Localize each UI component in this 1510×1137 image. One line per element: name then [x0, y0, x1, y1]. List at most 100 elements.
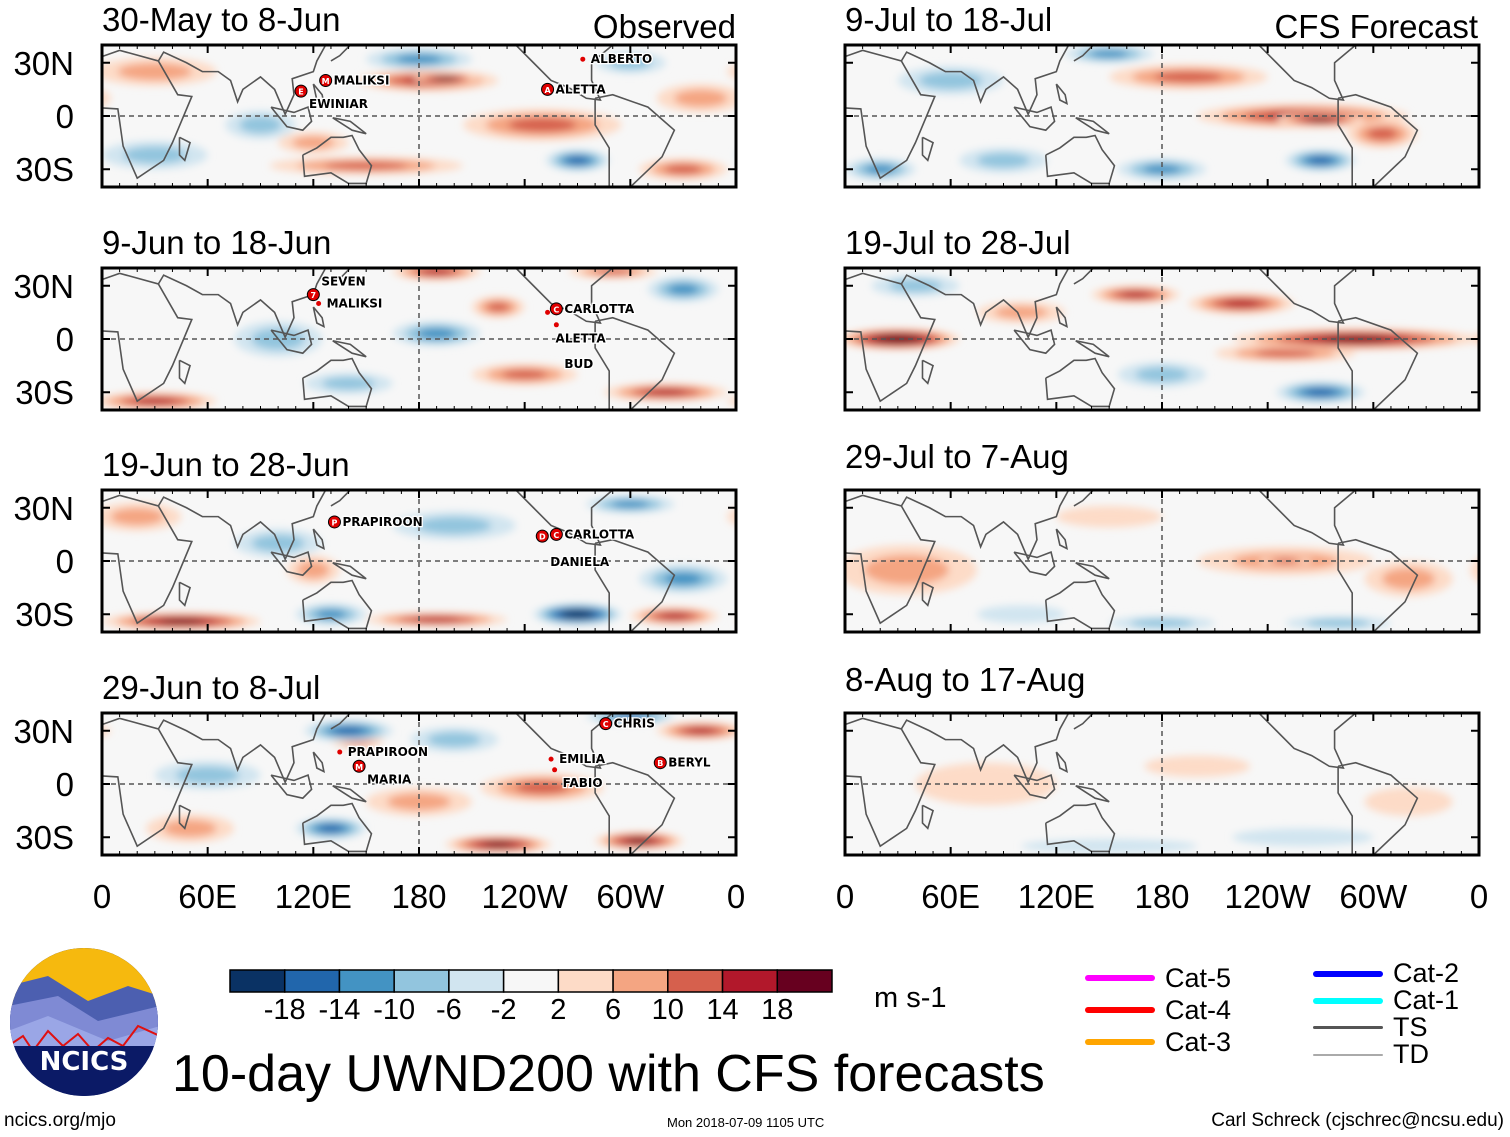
- coastline: [1013, 774, 1056, 800]
- wind-anomaly-contour: [396, 54, 442, 64]
- coastline: [1337, 761, 1419, 855]
- wind-anomaly-contour: [102, 89, 111, 107]
- storm-labels: EWINIAR MALIKSI ALBERTO ALETTA: [308, 51, 654, 112]
- wind-anomaly-contour: [292, 136, 335, 150]
- wind-anomaly-contour: [417, 328, 456, 339]
- wind-anomaly-contour: [567, 611, 588, 617]
- figure-title: 10-day UWND200 with CFS forecasts: [172, 1045, 1045, 1103]
- lon-label: 120W: [1224, 878, 1311, 915]
- colorbar-tick-label: 14: [706, 994, 739, 1026]
- lon-label: 60E: [178, 878, 238, 915]
- coastline: [178, 581, 192, 607]
- storm-dot-icon: [337, 749, 343, 755]
- storm-labels: PRAPIROON CARLOTTA DANIELA: [341, 514, 636, 571]
- storm-name: BERYL: [668, 756, 711, 770]
- coastline: [845, 717, 936, 848]
- legend-swatch: [1313, 997, 1383, 1004]
- legend-item: Cat-1: [1313, 985, 1459, 1015]
- storm-markers: M C B: [337, 717, 667, 773]
- wind-anomaly-contour: [110, 508, 164, 526]
- wind-anomaly-contour: [609, 56, 652, 70]
- wind-anomaly-contour: [117, 63, 192, 81]
- colorbar-bin: [502, 969, 560, 993]
- colorbar-bin: [448, 969, 505, 993]
- coastline: [270, 551, 313, 577]
- storm-dot-icon: [580, 56, 586, 62]
- wind-anomaly-contour: [163, 819, 217, 837]
- coastline: [515, 268, 614, 324]
- storm-name: ALETTA: [556, 82, 607, 96]
- wind-anomaly-contour: [1305, 388, 1336, 396]
- coastline: [301, 579, 373, 630]
- wind-anomaly-contour: [1308, 156, 1333, 164]
- storm-name: EMILIA: [559, 752, 606, 766]
- coastline: [157, 268, 327, 340]
- lon-label: 120E: [1017, 878, 1095, 915]
- legend-item: TS: [1313, 1012, 1459, 1042]
- colorbar-bin: [721, 969, 779, 993]
- coastline: [330, 268, 351, 285]
- coastline: [157, 713, 327, 785]
- wind-anomaly-contour: [865, 164, 896, 174]
- coastline: [1073, 268, 1094, 285]
- coastline: [921, 581, 935, 607]
- coastline: [1258, 45, 1357, 101]
- footer-author: Carl Schreck (cjschrec@ncsu.edu): [1211, 1110, 1504, 1131]
- colorbar: [229, 969, 833, 993]
- coastline: [845, 272, 936, 403]
- lon-label: 60W: [596, 878, 665, 915]
- storm-symbol-icon: [653, 756, 667, 770]
- map-panel: E M A EWINIAR MALIKSI ALBERTO ALETTA: [100, 43, 738, 189]
- wind-anomaly-contour: [387, 793, 451, 811]
- coastline: [1044, 357, 1116, 408]
- coastline: [900, 713, 1070, 785]
- wind-anomaly-contour: [1382, 568, 1435, 590]
- coastline: [332, 561, 367, 580]
- coastline: [1044, 134, 1116, 185]
- storm-marker: B: [653, 756, 667, 770]
- lon-label: 0: [1469, 878, 1489, 915]
- storm-marker: C: [549, 527, 563, 541]
- wind-anomaly-contour: [883, 336, 913, 342]
- panel-title: 8-Aug to 17-Aug: [845, 661, 1086, 698]
- storm-symbol-icon: [549, 527, 563, 541]
- legend-swatch: [1085, 1007, 1155, 1013]
- coastline: [102, 717, 193, 848]
- footer-url[interactable]: ncics.org/mjo: [4, 1110, 116, 1131]
- coastline: [1055, 306, 1069, 329]
- lon-label: 60E: [921, 878, 981, 915]
- coastline: [332, 339, 367, 358]
- storm-letter: P: [332, 518, 338, 527]
- wind-anomaly-contour: [1255, 349, 1316, 358]
- coastline: [515, 713, 614, 769]
- wind-anomaly-contour: [159, 618, 203, 624]
- colorbar-bin: [283, 969, 341, 993]
- wind-anomaly-contour: [727, 508, 736, 526]
- storm-marker: [553, 322, 559, 328]
- storm-marker: M: [319, 74, 333, 87]
- storm-name: BUD: [564, 357, 593, 371]
- coastline: [301, 357, 373, 408]
- lat-label: 30N: [13, 489, 74, 527]
- map-panel: [843, 711, 1481, 857]
- wind-anomaly-contour: [659, 613, 690, 619]
- coastline: [900, 268, 1070, 340]
- storm-name: CHRIS: [614, 717, 655, 731]
- storm-markers: P CD: [327, 515, 563, 543]
- storm-name: PRAPIROON: [348, 745, 428, 759]
- lon-label: 180: [391, 878, 447, 915]
- legend-swatch: [1085, 975, 1155, 981]
- colorbar-tick-label: 6: [605, 994, 622, 1026]
- ncics-logo: NCICS: [10, 948, 158, 1096]
- coastline: [330, 45, 351, 62]
- coastline: [301, 134, 373, 185]
- coastline: [178, 136, 192, 162]
- coastline: [1075, 339, 1110, 358]
- coastline: [312, 528, 326, 551]
- lat-label: 30N: [13, 44, 74, 82]
- wind-anomaly-contour: [611, 500, 650, 509]
- coastline: [1055, 528, 1069, 551]
- coastline: [845, 494, 936, 625]
